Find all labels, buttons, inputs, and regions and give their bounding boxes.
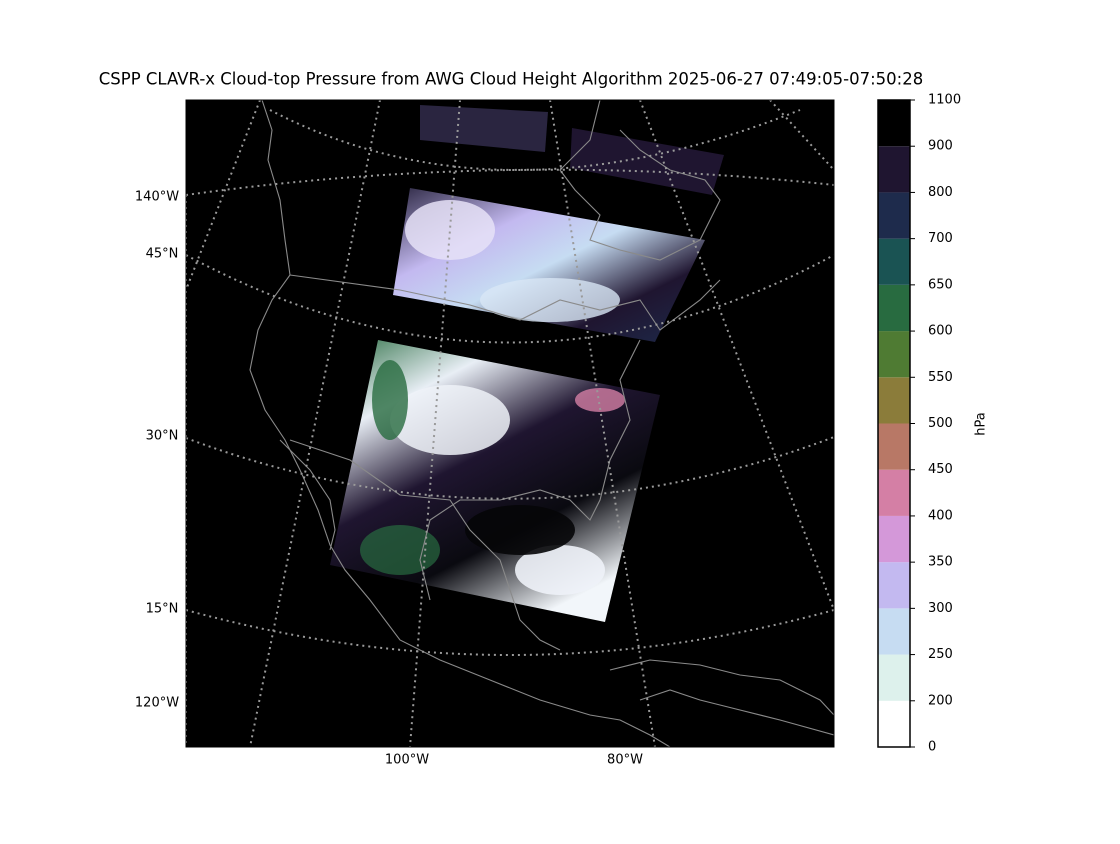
colorbar-tick-label: 250 — [928, 647, 953, 662]
colorbar-tick-label: 500 — [928, 416, 953, 431]
graticule-label: 80°W — [607, 753, 643, 768]
border — [289, 439, 561, 651]
colorbar-tick-label: 200 — [928, 693, 953, 708]
coastline — [559, 100, 721, 261]
cloud — [390, 385, 510, 455]
swath — [570, 128, 724, 195]
graticule — [186, 254, 834, 344]
coastline — [419, 339, 641, 601]
cloud — [515, 545, 605, 595]
graticule — [186, 168, 834, 196]
coastline — [279, 439, 336, 551]
graticule-label: 15°N — [146, 602, 179, 617]
colorbar-segment — [878, 700, 910, 747]
colorbar-segment — [878, 100, 910, 147]
colorbar-segment — [878, 423, 910, 470]
coastline — [249, 100, 671, 747]
colorbar-tick-label: 0 — [928, 740, 936, 755]
map-title: CSPP CLAVR-x Cloud-top Pressure from AWG… — [99, 70, 923, 89]
cloud — [360, 525, 440, 575]
graticule — [549, 100, 656, 747]
colorbar-segment — [878, 469, 910, 516]
colorbar-tick-label: 1100 — [928, 93, 961, 108]
colorbar-segment — [878, 331, 910, 378]
graticule — [639, 100, 834, 611]
colorbar-segment — [878, 377, 910, 424]
colorbar-segment — [878, 562, 910, 609]
map-frame — [185, 99, 835, 748]
colorbar-tick-label: 450 — [928, 462, 953, 477]
cloud — [372, 360, 408, 440]
coastline — [639, 689, 834, 736]
colorbar-segment — [878, 284, 910, 332]
colorbar-tick-label: 600 — [928, 324, 953, 339]
colorbar-label: hPa — [974, 412, 989, 435]
graticule-label: 100°W — [385, 753, 429, 768]
colorbar-tick-label: 900 — [928, 139, 953, 154]
colorbar-segment — [878, 608, 910, 655]
colorbar-segment — [878, 146, 910, 193]
graticule — [186, 436, 834, 500]
coastline — [609, 659, 834, 716]
colorbar-tick-label: 550 — [928, 370, 953, 385]
colorbar-tick-label: 400 — [928, 508, 953, 523]
colorbar-tick-label: 350 — [928, 555, 953, 570]
colorbar-segment — [878, 192, 910, 239]
graticule-label: 140°W — [135, 190, 179, 205]
graticule — [769, 100, 834, 171]
graticule-label: 45°N — [146, 247, 179, 262]
map-area — [186, 100, 834, 747]
colorbar-segment — [878, 515, 910, 563]
cloud — [575, 388, 625, 412]
border — [289, 274, 721, 331]
colorbar-tick-label: 700 — [928, 231, 953, 246]
cloud — [405, 200, 495, 260]
colorbar-tick-label: 300 — [928, 601, 953, 616]
swath — [420, 105, 548, 152]
graticule — [249, 100, 381, 747]
colorbar-segment — [878, 238, 910, 285]
graticule-label: 30°N — [146, 429, 179, 444]
graticule-label: 120°W — [135, 696, 179, 711]
colorbar-tick-label: 650 — [928, 277, 953, 292]
colorbar-tick-label: 800 — [928, 185, 953, 200]
cloud — [480, 278, 620, 322]
cloud — [465, 505, 575, 555]
graticule — [409, 100, 461, 747]
graticule — [186, 100, 261, 291]
colorbar-segment — [878, 654, 910, 701]
